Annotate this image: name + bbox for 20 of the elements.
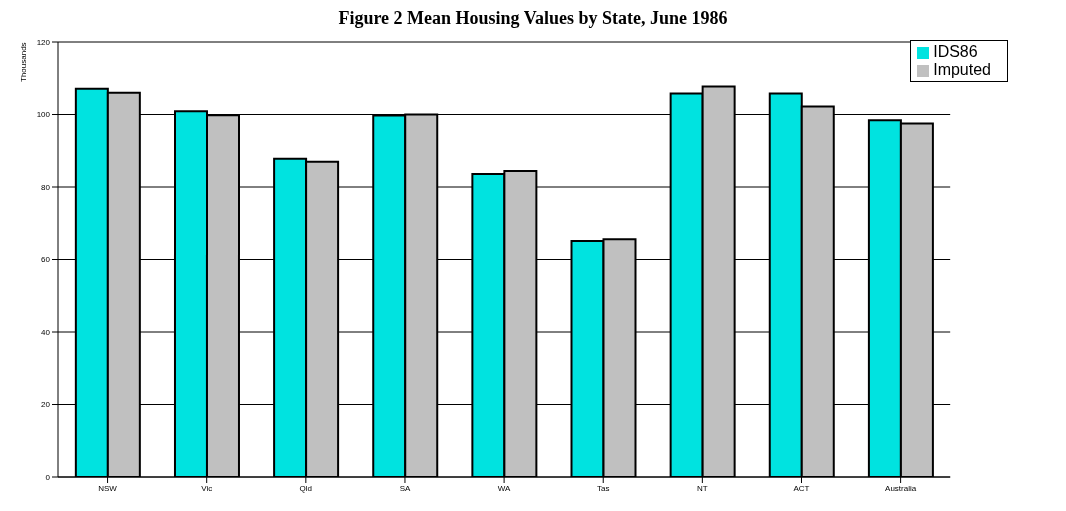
y-axis-title: Thousands xyxy=(18,42,28,82)
y-tick-label: 100 xyxy=(36,110,51,120)
chart-title: Figure 2 Mean Housing Values by State, June 1986 xyxy=(337,8,729,30)
y-tick-label: 0 xyxy=(45,472,51,482)
y-tick-label: 20 xyxy=(41,400,51,410)
x-tick-label: ACT xyxy=(793,483,810,493)
x-tick-label: Qld xyxy=(299,483,313,493)
y-tick-label: 120 xyxy=(36,37,51,47)
legend-label: IDS86 xyxy=(933,43,978,60)
x-tick-label: NT xyxy=(697,483,708,493)
y-tick-label: 40 xyxy=(41,327,51,337)
y-tick-label: 80 xyxy=(41,182,51,192)
x-tick-label: NSW xyxy=(98,483,118,493)
y-tick-label: 60 xyxy=(41,255,51,265)
x-tick-label: Vic xyxy=(201,483,213,493)
legend-label: Imputed xyxy=(933,61,991,78)
x-tick-label: WA xyxy=(497,483,512,493)
x-tick-label: Australia xyxy=(885,483,917,493)
x-tick-label: Tas xyxy=(597,483,610,493)
x-tick-label: SA xyxy=(399,483,411,493)
